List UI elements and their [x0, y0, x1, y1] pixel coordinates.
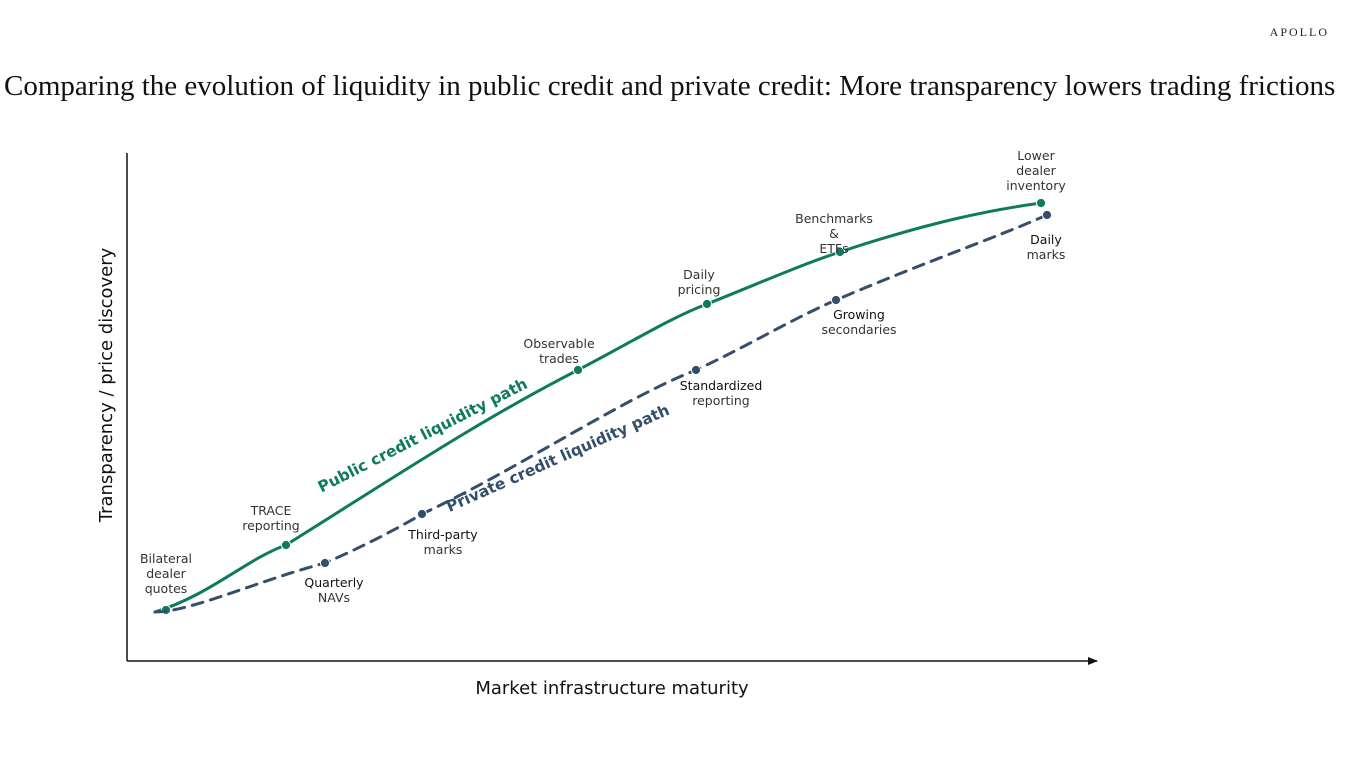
private-milestone-dot [319, 557, 331, 569]
y-axis-label: Transparency / price discovery [96, 247, 117, 523]
private-milestone-label: Quarterly NAVs [304, 575, 364, 605]
public-milestone-dot [701, 298, 713, 310]
public-milestone-label: Benchmarks & ETFs [795, 211, 873, 256]
brand-logo: APOLLO [1269, 25, 1329, 39]
public-milestone-label: TRACE reporting [242, 503, 300, 533]
private-milestone-label: Third-party marks [407, 527, 478, 557]
public-milestone-dot [280, 539, 292, 551]
public-milestone-label: Bilateral dealer quotes [140, 551, 192, 596]
private-milestone-dot [1041, 209, 1053, 221]
public-milestone-label: Observable trades [523, 336, 595, 366]
public-credit-path-line [153, 201, 1043, 614]
public-milestone-dot [834, 246, 846, 258]
public-milestone-dot [572, 364, 584, 376]
private-milestone-dot [690, 364, 702, 376]
private-milestone-label: Standardized reporting [680, 378, 763, 408]
private-milestone-label: Daily marks [1027, 232, 1066, 262]
private-credit-path-label: Private credit liquidity path [444, 401, 673, 516]
x-axis-label: Market infrastructure maturity [475, 678, 749, 699]
public-milestone-dot [1035, 197, 1047, 209]
private-milestone-dot [416, 508, 428, 520]
private-milestone-label: Growing secondaries [821, 307, 896, 337]
public-milestone-label: Daily pricing [678, 267, 721, 297]
private-milestone-dot [830, 294, 842, 306]
private-credit-path-line [153, 213, 1049, 614]
page-title: Comparing the evolution of liquidity in … [4, 70, 1336, 102]
public-milestone-label: Lower dealer inventory [1006, 148, 1066, 193]
